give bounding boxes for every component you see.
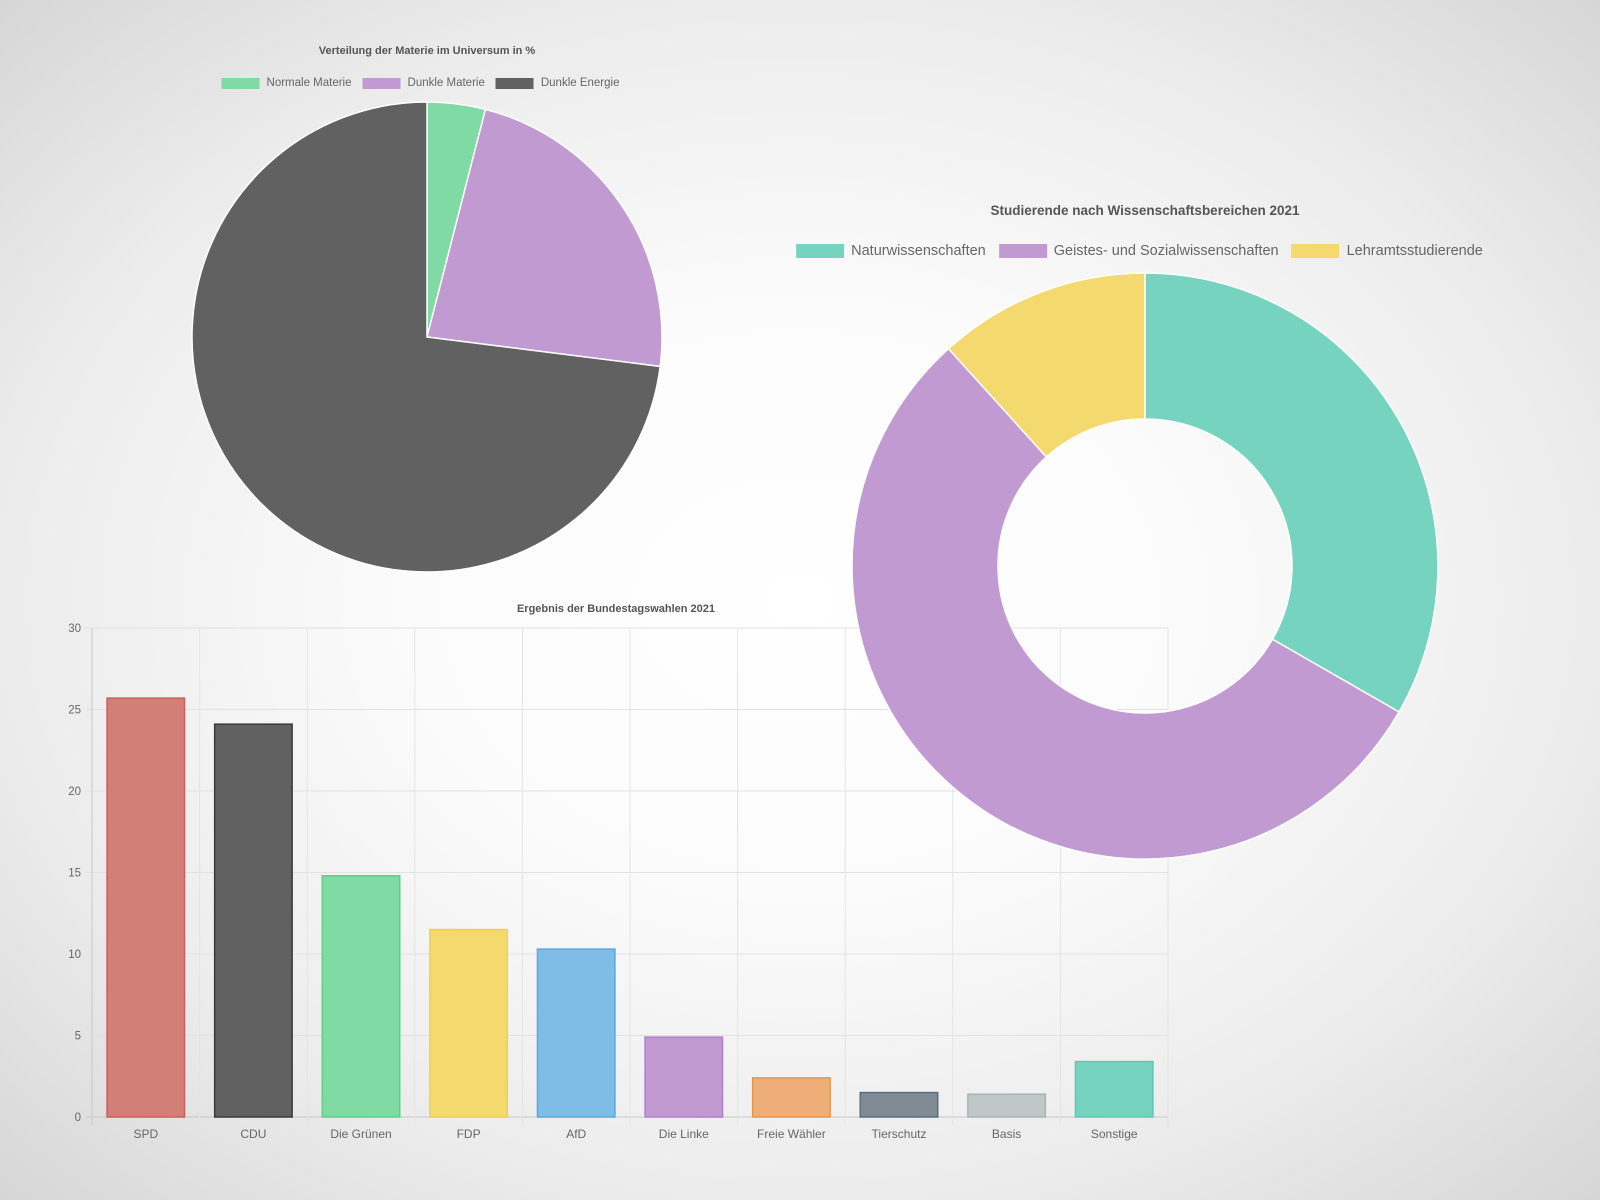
bar-tierschutz[interactable] (859, 1091, 939, 1118)
x-tick-label: Die Linke (659, 1127, 709, 1141)
slice-dunkle-energie[interactable] (191, 101, 661, 573)
bar-fdp[interactable] (429, 928, 509, 1118)
legend-item-lehramtsstudierende[interactable]: Lehramtsstudierende (1291, 243, 1483, 259)
slice-naturwissenschaften[interactable] (1144, 272, 1439, 713)
x-tick-label: Sonstige (1091, 1127, 1138, 1141)
slice-dunkle-materie[interactable] (426, 108, 663, 368)
legend-swatch (998, 244, 1047, 258)
donut-chart-legend: Naturwissenschaften Geistes- und Sozialwi… (796, 243, 1496, 259)
legend-swatch (1291, 244, 1340, 258)
legend-item-dunkle-materie[interactable]: Dunkle Materie (362, 77, 485, 89)
slice-geistes-und-sozialwissenschaften[interactable] (851, 347, 1401, 860)
bar-sonstige[interactable] (1074, 1060, 1154, 1118)
x-tick-label: CDU (240, 1127, 266, 1141)
y-tick-label: 10 (68, 949, 81, 961)
bar-spd[interactable] (106, 697, 186, 1118)
legend-label: Dunkle Energie (540, 77, 620, 89)
legend-item-dunkle-energie[interactable]: Dunkle Energie (495, 77, 620, 89)
x-tick-label: FDP (457, 1127, 481, 1141)
x-tick-label: Die Grünen (330, 1127, 391, 1141)
pie-chart-legend: Normale Materie Dunkle Materie Dunkle Ener… (221, 77, 631, 89)
y-tick-label: 25 (68, 705, 81, 717)
legend-label: Dunkle Materie (407, 77, 485, 89)
legend-swatch (495, 77, 534, 89)
y-tick-label: 15 (68, 868, 81, 880)
legend-item-normale-materie[interactable]: Normale Materie (221, 77, 352, 89)
y-tick-label: 20 (68, 786, 81, 798)
x-tick-label: Tierschutz (872, 1127, 927, 1141)
x-tick-label: Freie Wähler (757, 1127, 826, 1141)
donut-chart-title: Studierende nach Wissenschaftsbereichen … (990, 203, 1300, 218)
legend-swatch (221, 77, 260, 89)
legend-item-geistes-und-sozialwissenschaften[interactable]: Geistes- und Sozialwissenschaften (998, 243, 1279, 259)
bar-cdu[interactable] (213, 723, 293, 1118)
x-tick-label: AfD (566, 1127, 586, 1141)
legend-label: Geistes- und Sozialwissenschaften (1053, 243, 1279, 259)
bar-basis[interactable] (967, 1093, 1047, 1118)
x-tick-label: SPD (133, 1127, 158, 1141)
legend-swatch (796, 244, 845, 258)
bar-freie-wähler[interactable] (751, 1077, 831, 1118)
bar-afd[interactable] (536, 948, 616, 1118)
legend-label: Normale Materie (266, 77, 352, 89)
legend-swatch (362, 77, 401, 89)
x-tick-label: Basis (992, 1127, 1021, 1141)
bar-die-grünen[interactable] (321, 875, 401, 1118)
pie-chart-title: Verteilung der Materie im Universum in % (318, 45, 536, 57)
legend-item-naturwissenschaften[interactable]: Naturwissenschaften (796, 243, 986, 259)
legend-label: Lehramtsstudierende (1346, 243, 1483, 259)
slice-lehramtsstudierende[interactable] (947, 272, 1146, 459)
legend-label: Naturwissenschaften (851, 243, 986, 259)
y-tick-label: 5 (75, 1031, 81, 1043)
y-tick-label: 0 (75, 1112, 81, 1124)
bar-die-linke[interactable] (644, 1036, 724, 1118)
bar-chart-title: Ergebnis der Bundestagswahlen 2021 (516, 603, 716, 615)
y-tick-label: 30 (68, 623, 81, 635)
